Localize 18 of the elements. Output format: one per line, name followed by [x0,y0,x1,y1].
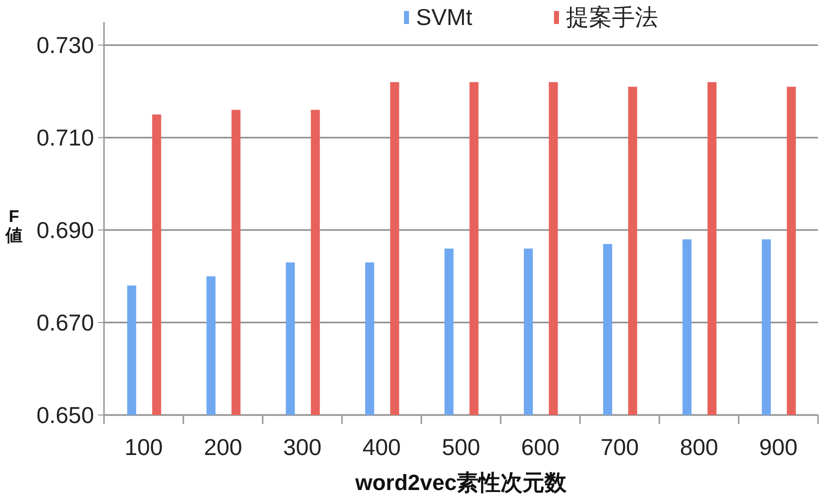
x-tick-label: 900 [759,434,798,460]
x-tick-label: 600 [521,434,560,460]
y-tick-label: 0.670 [36,310,94,336]
legend-label: SVMt [416,4,473,30]
y-axis-title: F値 [4,207,22,245]
y-tick-label: 0.690 [36,217,94,244]
y-tick-label: 0.650 [36,402,94,428]
x-tick-label: 400 [362,434,401,460]
legend-label: 提案手法 [566,4,658,30]
x-tick-label: 100 [124,434,163,460]
y-tick-label: 0.730 [36,32,94,58]
x-tick-label: 500 [442,434,480,460]
x-tick-label: 300 [283,434,322,460]
x-tick-label: 800 [680,434,718,460]
y-tick-label: 0.710 [36,124,94,151]
x-tick-label: 200 [204,434,242,460]
x-axis-title: word2vec素性次元数 [354,470,568,495]
x-tick-label: 700 [600,434,639,460]
